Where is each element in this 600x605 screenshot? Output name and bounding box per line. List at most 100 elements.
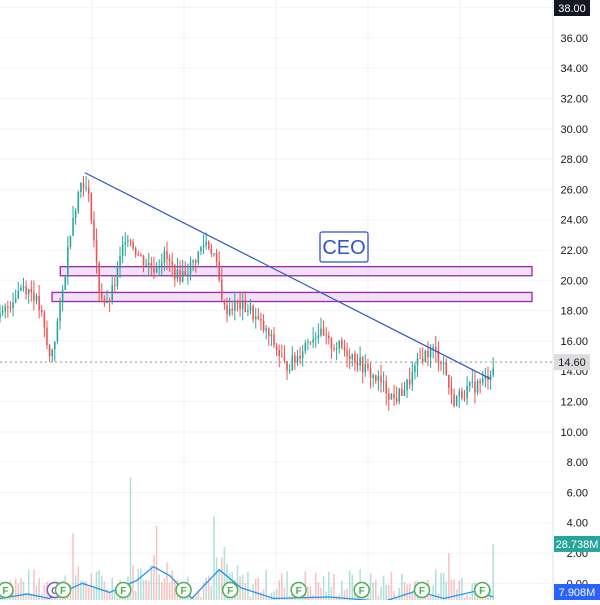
annotation-box[interactable] [319,231,369,263]
volume-bar [330,586,333,600]
candle-body [466,386,468,399]
candle-body [215,253,218,263]
event-marker[interactable] [115,581,132,599]
volume-bar [458,580,461,600]
candlesticks [0,176,494,411]
candle-body [458,391,461,397]
event-marker[interactable] [0,581,14,599]
candle-body [476,380,479,393]
candle-body [210,248,213,254]
trendline-layer[interactable] [84,172,491,380]
volume-bar [189,590,192,600]
event-marker[interactable] [290,581,307,599]
volume-bar [476,595,479,600]
candle-body [432,346,434,349]
event-marker-label: F [181,586,187,597]
volume-bar [192,596,194,600]
resistance-zone[interactable] [51,291,533,303]
volume-bar [283,588,286,600]
candle-body [241,300,244,310]
volume-bar [171,570,174,600]
trendline[interactable] [84,172,491,380]
resistance-zone[interactable] [59,266,533,277]
price-tick-label: 18.00 [560,306,588,318]
candle-body [72,217,74,236]
volume-bar [106,588,108,600]
price-tick-label: 4.00 [567,518,588,530]
volume-bar [241,574,244,600]
volume-bar [48,593,51,600]
volume-bar [382,575,385,600]
candle-body [187,273,189,275]
event-marker-label: F [120,586,126,597]
volume-bar [161,582,163,600]
candle-body [338,340,341,349]
resistance-zones[interactable] [51,266,533,303]
volume-bar [489,589,492,600]
volume-bar [445,581,448,600]
volume-bar [25,593,27,600]
volume-bars [0,477,494,600]
candle-body [54,341,56,350]
candle-body [234,300,236,311]
candle-body [307,341,309,343]
candle-body [492,368,494,375]
volume-bar [168,582,171,600]
price-badge[interactable] [554,584,600,600]
price-axis[interactable]: 36.00 34.00 32.00 30.00 28.00 26.00 24.00 22.00… [554,0,600,600]
candle-body [4,306,7,311]
annotation-layer[interactable]: CEO [319,231,369,263]
volume-bar [142,579,145,600]
candle-body [25,286,27,295]
event-marker-label: C [51,586,58,597]
volume-bar [278,580,281,600]
candle-body [98,263,100,293]
candle-body [155,268,158,273]
volume-bar [408,583,411,600]
candle-body [453,394,455,406]
volume-bar [309,586,312,600]
event-marker[interactable] [413,581,431,599]
event-marker[interactable] [54,581,72,599]
price-badge[interactable] [554,535,600,552]
event-marker[interactable] [221,581,239,599]
candle-body [442,362,445,364]
candle-body [390,394,393,400]
volume-bar [270,592,273,600]
volume-bar [325,591,327,600]
candle-body [168,259,171,262]
candle-body [0,312,1,319]
volume-bar [372,582,374,600]
volume-bar [202,582,205,600]
price-badge[interactable] [554,0,590,16]
volume-bar [247,571,249,600]
candle-body [189,262,192,274]
volume-bar [374,579,377,600]
volume-bar [314,572,317,600]
volume-bar [35,585,38,600]
volume-bar [388,585,390,600]
event-marker[interactable] [175,581,192,599]
volume-bar [273,591,275,600]
event-marker[interactable] [353,581,370,599]
volume-bar [429,595,432,600]
candle-body [481,378,484,383]
event-marker[interactable] [473,581,491,599]
candle-body [114,285,116,287]
candle-body [312,338,314,343]
volume-bar [239,576,241,600]
event-marker-label: F [419,586,425,597]
volume-bar [213,516,215,600]
volume-bar [461,577,463,600]
volume-bar [38,578,40,600]
candle-body [80,183,82,192]
volume-bar [380,587,382,600]
volume-bar [403,582,406,600]
candle-body [134,248,137,255]
volume-bar [455,589,458,600]
candle-body [142,255,145,266]
price-badge[interactable] [554,354,590,371]
candle-body [377,376,380,381]
